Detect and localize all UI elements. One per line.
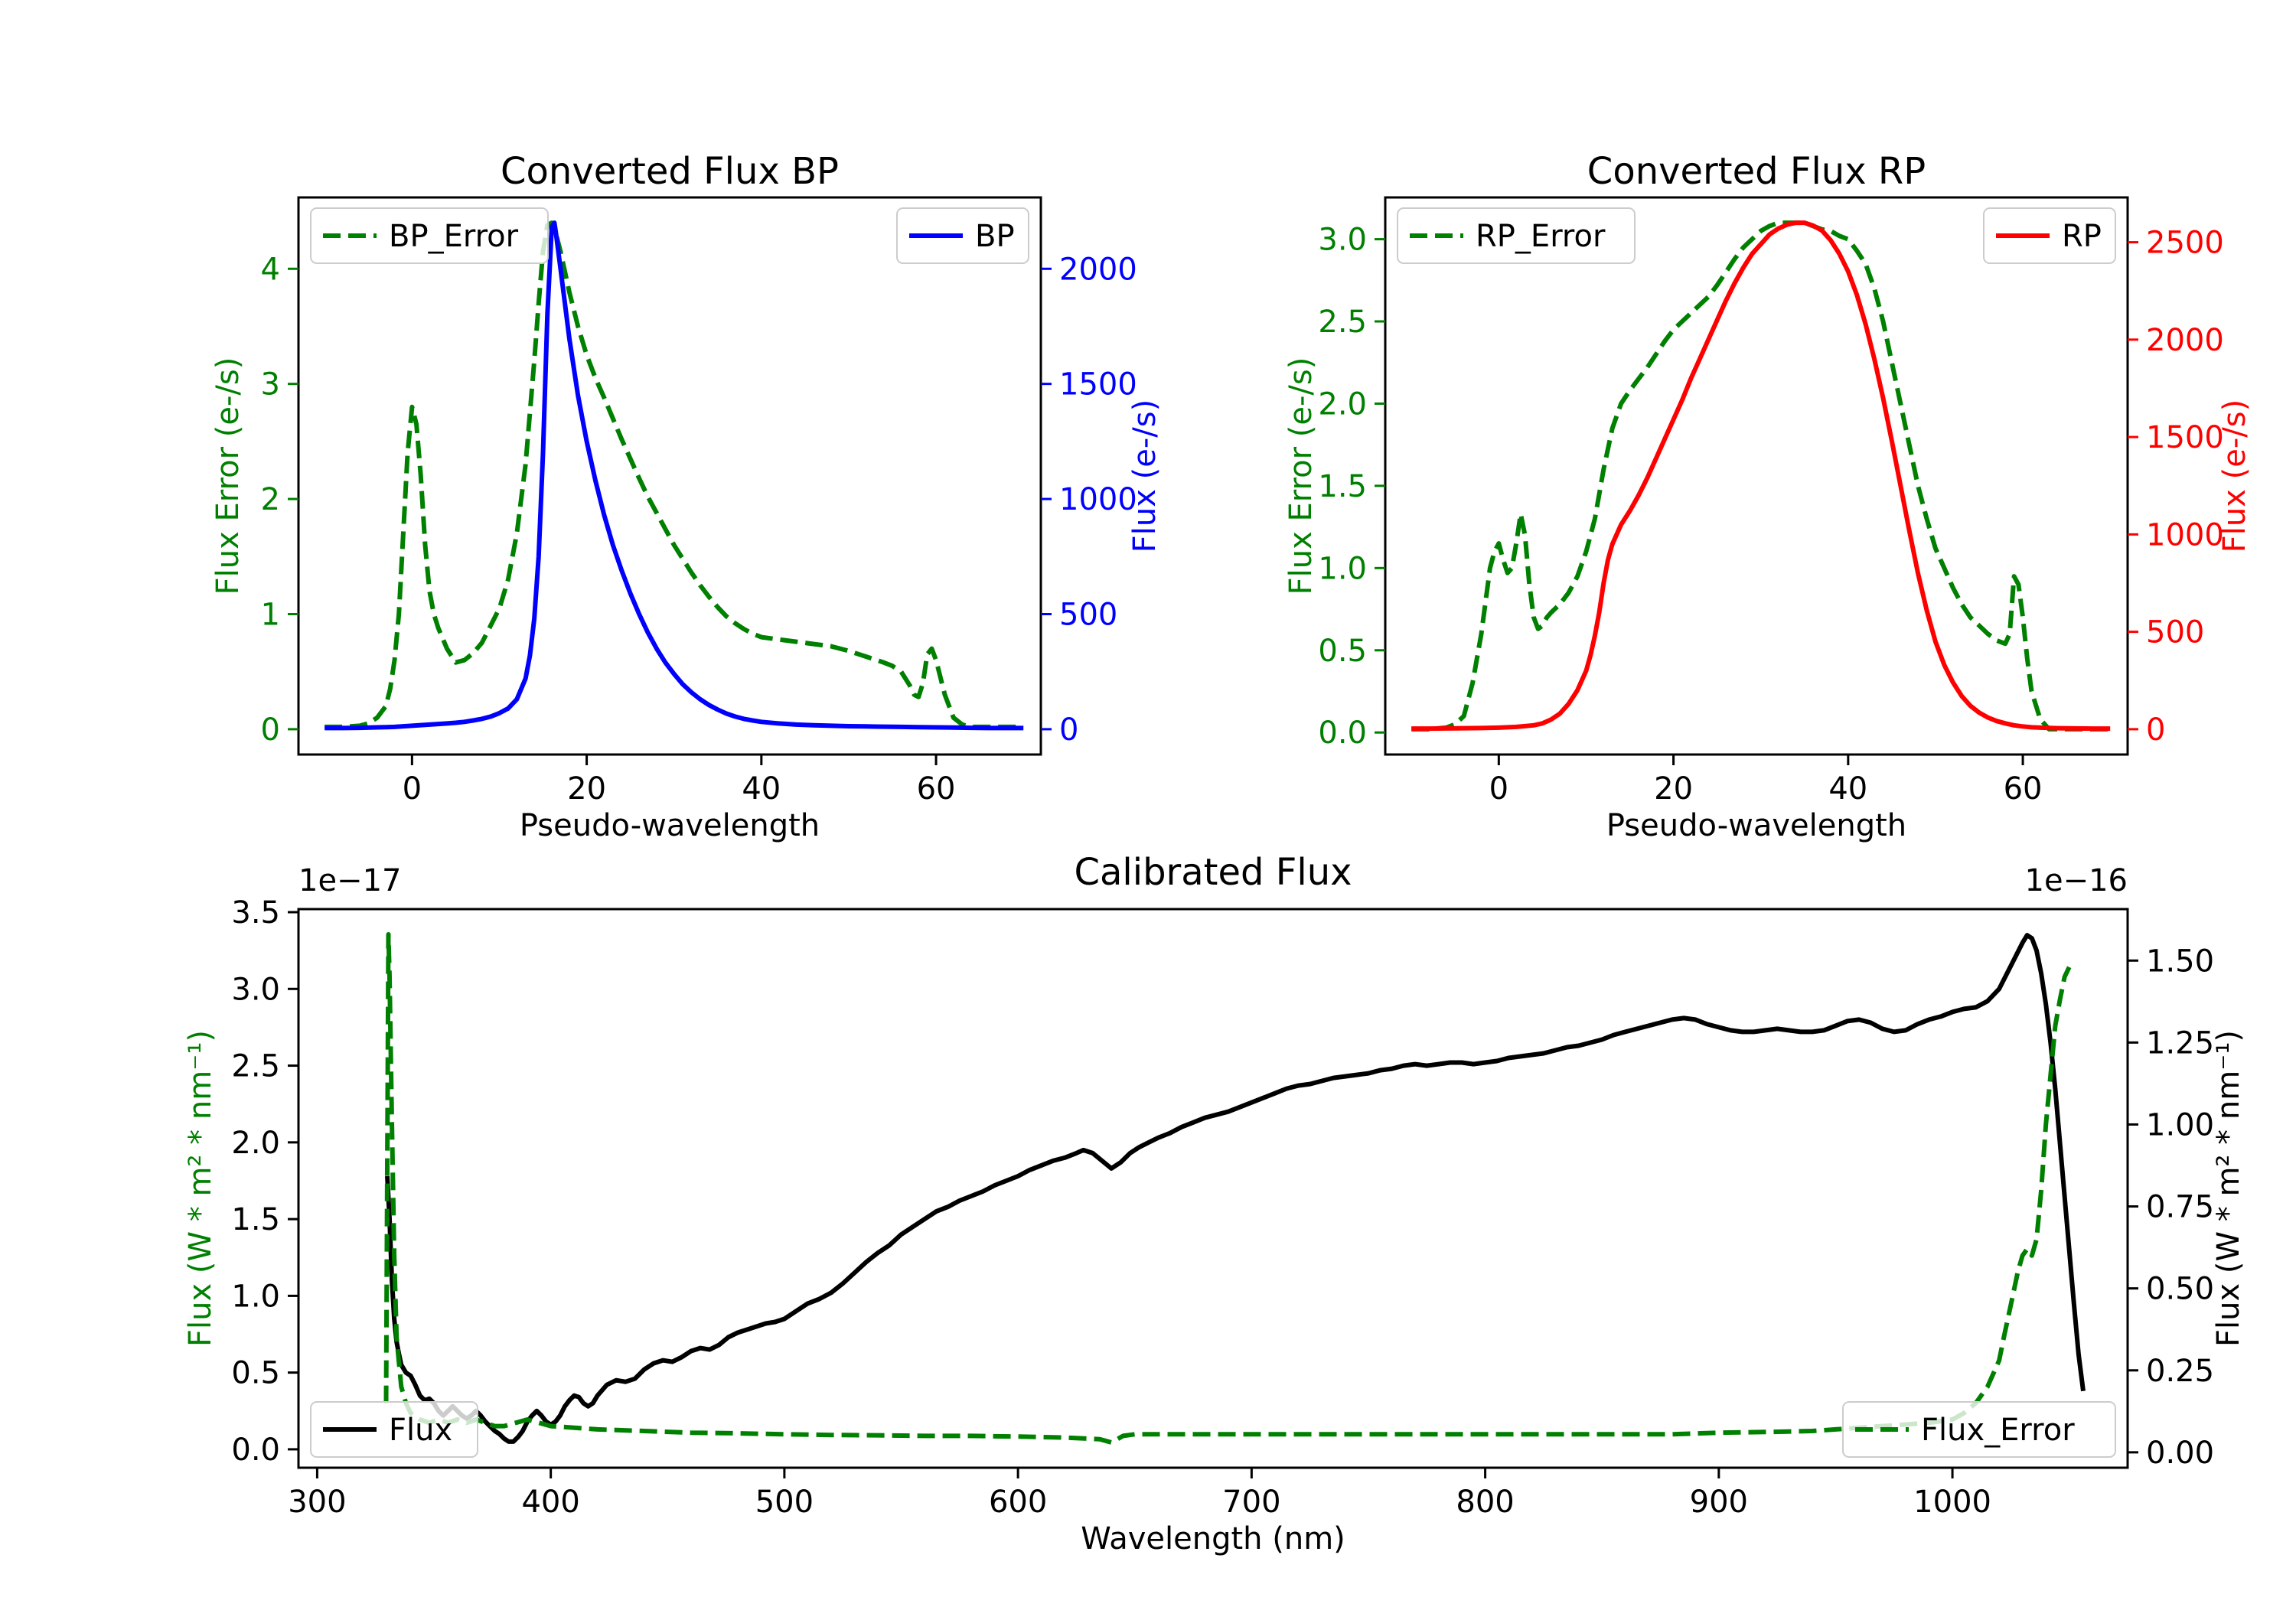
legend-label: RP <box>2062 219 2102 254</box>
y-tick-label-left: 0 <box>261 712 280 748</box>
chart-bp-ylabel-left: Flux Error (e-/s) <box>210 357 246 595</box>
x-tick-label: 0 <box>1489 771 1508 807</box>
y-tick-label-right: 0.25 <box>2146 1354 2214 1389</box>
calibrated-flux-plot: 300 400 500 600 700 800 900 1000 0.0 0.5 1.0 1.5 2.0… <box>231 895 2214 1520</box>
y-tick-label-right: 2000 <box>1059 252 1137 287</box>
y-tick-label-right: 1500 <box>1059 367 1137 403</box>
legend-box <box>310 1401 478 1458</box>
axes-frame <box>297 196 1042 756</box>
y-tick-label-right: 0.50 <box>2146 1272 2214 1307</box>
y-tick-label-right: 1.25 <box>2146 1025 2214 1061</box>
y-tick-label-left: 0.0 <box>231 1433 280 1468</box>
chart-bp-title: Converted Flux BP <box>501 150 839 193</box>
legend-rp: RP <box>1983 207 2116 264</box>
legend-flux_error: Flux_Error <box>1842 1401 2116 1458</box>
y-tick-label-right: 500 <box>1059 597 1117 632</box>
x-tick-label: 500 <box>755 1485 814 1520</box>
y-tick-label-left: 4 <box>261 252 280 287</box>
y-tick-label-right: 0 <box>1059 712 1078 748</box>
axes-frame <box>297 908 2129 1469</box>
y-tick-label-right: 2000 <box>2146 323 2224 358</box>
y-tick-label-left: 2.0 <box>231 1126 280 1161</box>
legend-box <box>1842 1401 2116 1458</box>
y-tick-label-right: 2500 <box>2146 226 2224 261</box>
rp_error-line <box>1411 220 2111 732</box>
offset-text-left: 1e−17 <box>298 863 402 898</box>
y-tick-label-left: 0.5 <box>1318 634 1367 669</box>
x-tick-label: 900 <box>1690 1485 1748 1520</box>
x-tick-label: 60 <box>2004 771 2043 807</box>
x-tick-label: 700 <box>1222 1485 1280 1520</box>
y-tick-label-left: 1.0 <box>1318 551 1367 586</box>
y-tick-label-left: 2.5 <box>231 1049 280 1084</box>
y-tick-label-right: 0.75 <box>2146 1190 2214 1225</box>
legend-label: BP <box>975 219 1015 254</box>
x-tick-label: 20 <box>1654 771 1693 807</box>
chart-calibrated-ylabel-left: Flux (W * m² * nm⁻¹) <box>183 1030 218 1347</box>
y-tick-label-left: 3 <box>261 367 280 403</box>
x-tick-label: 400 <box>521 1485 579 1520</box>
chart-calibrated-ylabel-right: Flux (W * m² * nm⁻¹) <box>2211 1030 2246 1347</box>
y-tick-label-left: 1.5 <box>1318 469 1367 504</box>
legend-bp: BP <box>896 207 1029 264</box>
axes-frame <box>1384 196 2129 756</box>
flux-line <box>385 933 2086 1444</box>
y-tick-label-right: 1.50 <box>2146 944 2214 979</box>
rp-line <box>1411 220 2111 732</box>
y-tick-label-right: 500 <box>2146 615 2204 650</box>
y-tick-label-left: 1.5 <box>231 1202 280 1237</box>
x-tick-label: 800 <box>1456 1485 1514 1520</box>
legend-bp_error: BP_Error <box>310 207 549 264</box>
chart-bp-ylabel-right: Flux (e-/s) <box>1127 399 1163 553</box>
legend-box <box>310 207 549 264</box>
legend-label: BP_Error <box>389 219 519 254</box>
x-tick-label: 1000 <box>1913 1485 1991 1520</box>
y-tick-label-left: 2 <box>261 482 280 517</box>
y-tick-label-left: 1 <box>261 597 280 632</box>
y-tick-label-left: 2.0 <box>1318 386 1367 422</box>
x-tick-label: 300 <box>288 1485 346 1520</box>
y-tick-label-left: 0.0 <box>1318 715 1367 751</box>
chart-rp-title: Converted Flux RP <box>1587 150 1926 193</box>
converted-flux-rp-plot: 0 20 40 60 0.0 0.5 1.0 1.5 2.0 2.5 3.0 0 500 1000 1500… <box>1318 196 2224 807</box>
y-tick-label-left: 3.0 <box>231 972 280 1007</box>
y-tick-label-right: 1000 <box>1059 482 1137 517</box>
x-tick-label: 40 <box>1828 771 1867 807</box>
y-tick-label-right: 1000 <box>2146 517 2224 553</box>
legend-label: Flux_Error <box>1921 1413 2075 1448</box>
y-tick-label-left: 3.0 <box>1318 223 1367 258</box>
y-tick-label-left: 3.5 <box>231 895 280 931</box>
y-tick-label-left: 1.0 <box>231 1279 280 1314</box>
chart-rp-xlabel: Pseudo-wavelength <box>1606 808 1907 843</box>
y-tick-label-right: 0 <box>2146 712 2165 748</box>
chart-calibrated-title: Calibrated Flux <box>1074 851 1352 894</box>
offset-text-right: 1e−16 <box>2024 863 2128 898</box>
legend-box <box>1397 207 1636 264</box>
chart-rp-ylabel-left: Flux Error (e-/s) <box>1283 357 1319 595</box>
chart-bp-xlabel: Pseudo-wavelength <box>519 808 820 843</box>
x-tick-label: 40 <box>742 771 781 807</box>
bp_error-line <box>325 220 1024 729</box>
legend-flux: Flux <box>310 1401 478 1458</box>
x-tick-label: 60 <box>917 771 956 807</box>
x-tick-label: 0 <box>403 771 422 807</box>
y-tick-label-left: 0.5 <box>231 1356 280 1391</box>
chart-rp-ylabel-right: Flux (e-/s) <box>2217 399 2252 553</box>
y-tick-label-right: 0.00 <box>2146 1436 2214 1471</box>
y-tick-label-left: 2.5 <box>1318 305 1367 340</box>
y-tick-label-right: 1500 <box>2146 420 2224 455</box>
legend-label: RP_Error <box>1476 219 1606 254</box>
y-tick-label-right: 1.00 <box>2146 1107 2214 1143</box>
x-tick-label: 600 <box>989 1485 1047 1520</box>
legend-rp_error: RP_Error <box>1397 207 1636 264</box>
flux_error-line <box>383 932 2072 1445</box>
x-tick-label: 20 <box>567 771 606 807</box>
chart-calibrated-xlabel: Wavelength (nm) <box>1081 1521 1345 1556</box>
bp-line <box>325 220 1024 731</box>
legend-label: Flux <box>389 1413 452 1448</box>
